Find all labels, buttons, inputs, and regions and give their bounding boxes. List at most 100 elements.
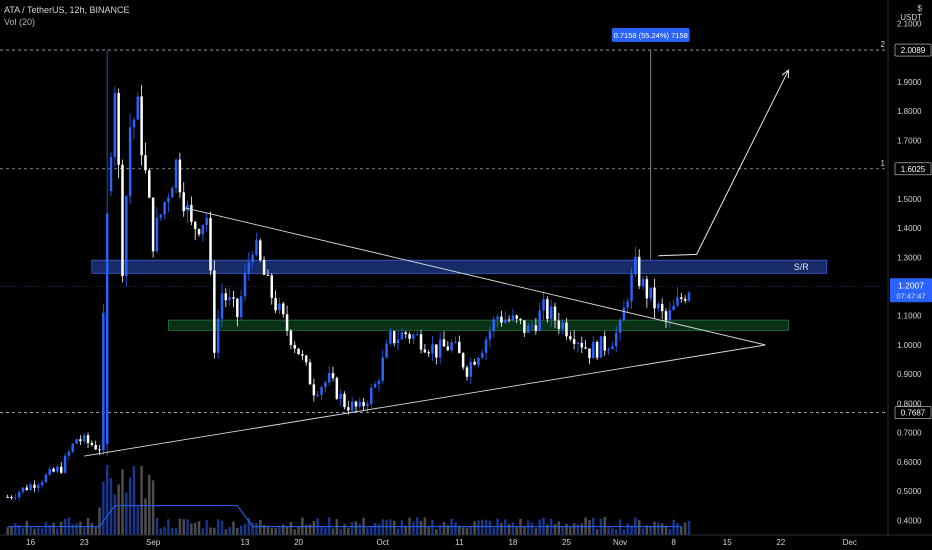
candle-body: [213, 270, 216, 353]
volume-bar: [128, 477, 132, 535]
candle-body: [243, 272, 247, 297]
candle-body: [86, 435, 90, 443]
volume-bar: [412, 521, 415, 535]
zone-support: [168, 319, 789, 331]
candle-body: [362, 401, 365, 407]
volume-bar: [534, 528, 538, 535]
candle-body: [546, 299, 549, 319]
candle-body: [82, 435, 86, 442]
volume-bar: [511, 522, 515, 535]
volume-bar: [182, 519, 185, 535]
candle-body: [301, 354, 304, 356]
volume-bar: [25, 520, 29, 535]
volume-bar: [454, 522, 457, 535]
volume-bar: [102, 481, 105, 535]
volume-indicator-label[interactable]: Vol (20): [4, 17, 36, 27]
volume-bar: [404, 525, 407, 535]
candle-body: [572, 339, 576, 344]
candle-body: [17, 492, 21, 498]
candle-body: [680, 297, 683, 299]
candle-body: [59, 466, 63, 473]
candle-body: [515, 315, 518, 319]
y-tick-label: 0.5000: [897, 487, 922, 496]
symbol-title[interactable]: ATA / TetherUS, 12h, BINANCE: [4, 5, 130, 15]
candle-body: [251, 255, 254, 263]
volume-bar: [186, 519, 189, 535]
volume-bar: [546, 524, 549, 535]
candle-body: [316, 394, 319, 396]
candle-body: [232, 297, 235, 299]
x-tick-label: 25: [562, 538, 571, 547]
volume-bar: [507, 524, 511, 535]
volume-bar: [228, 526, 231, 535]
volume-bar: [274, 527, 277, 535]
candle-body: [178, 159, 182, 193]
candle-body: [423, 349, 427, 353]
candle-body: [431, 344, 434, 354]
candle-body: [163, 202, 166, 215]
candle-body: [159, 214, 163, 218]
volume-bar: [572, 523, 576, 535]
zone-sr-label: S/R: [794, 262, 810, 272]
volume-bar: [136, 506, 140, 535]
candle-body: [63, 455, 67, 473]
volume-bar: [588, 520, 591, 535]
projection-arrow-line: [658, 69, 789, 257]
candle-body: [6, 496, 9, 498]
candle-body: [293, 344, 296, 349]
volume-bar: [285, 525, 289, 535]
volume-bar: [197, 520, 201, 535]
candle-body: [653, 287, 656, 309]
x-tick-label: 15: [723, 538, 732, 547]
volume-bar: [132, 465, 136, 535]
x-tick-label: 13: [241, 538, 250, 547]
candle-body: [102, 312, 105, 451]
candle-body: [262, 259, 266, 275]
volume-bar: [144, 498, 147, 535]
volume-bar: [565, 523, 568, 535]
y-tick-label: 1.9000: [897, 78, 922, 87]
candle-body: [373, 383, 377, 388]
x-tick-label: Sep: [146, 538, 161, 547]
volume-bar: [205, 520, 208, 535]
volume-bar: [236, 527, 239, 535]
volume-bar: [98, 507, 101, 535]
volume-bar: [29, 527, 32, 535]
candle-body: [201, 224, 205, 235]
candle-body: [186, 204, 189, 212]
candle-body: [324, 382, 327, 388]
volume-bar: [121, 469, 124, 535]
candle-body: [511, 315, 515, 321]
candle-body: [415, 334, 419, 336]
volume-bar: [687, 520, 691, 535]
volume-bar: [576, 524, 580, 535]
volume-bar: [523, 525, 526, 535]
candle-body: [40, 482, 44, 486]
candle-body: [25, 487, 29, 491]
x-tick-label: 23: [80, 538, 89, 547]
volume-bar: [40, 528, 44, 535]
candle-body: [672, 305, 675, 311]
candle-body: [649, 287, 652, 299]
candle-body: [44, 474, 48, 483]
level-price-label: 1.6025: [901, 165, 926, 174]
fib-level-label: 2: [881, 40, 886, 49]
candle-body: [526, 325, 530, 333]
volume-bar: [377, 524, 381, 535]
volume-bar: [220, 520, 224, 535]
volume-bar: [266, 525, 270, 535]
candle-body: [618, 320, 622, 333]
candle-body: [473, 361, 476, 365]
volume-bar: [657, 522, 660, 535]
level-price-label: 2.0089: [901, 46, 926, 55]
candle-body: [343, 393, 346, 408]
volume-bar: [178, 518, 182, 535]
volume-bar: [672, 519, 675, 535]
currency-unit[interactable]: $ USDT: [900, 4, 922, 22]
level-price-box: [894, 162, 932, 176]
volume-bar: [289, 521, 293, 535]
candle-body: [327, 373, 331, 383]
candle-body: [404, 332, 407, 335]
candle-body: [542, 299, 545, 311]
